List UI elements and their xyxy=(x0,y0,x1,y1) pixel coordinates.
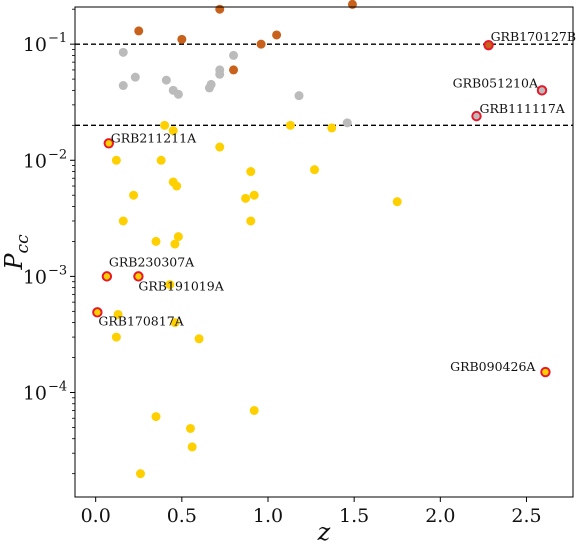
gold-point xyxy=(241,193,251,203)
gold-point xyxy=(172,181,182,191)
y-axis-label: Pcc xyxy=(0,234,33,271)
brown-point xyxy=(177,34,187,44)
gold-point xyxy=(249,405,259,415)
y-tick-label: 10 xyxy=(23,34,47,56)
gold-point xyxy=(327,123,337,133)
point-annotation: GRB111117A xyxy=(480,101,566,116)
point-annotation: GRB090426A xyxy=(450,359,536,374)
point-annotation: GRB051210A xyxy=(453,75,539,90)
gold-point xyxy=(249,190,259,200)
y-tick-label: 10 xyxy=(23,266,47,288)
gold-point xyxy=(187,442,197,452)
gold-point xyxy=(111,332,121,342)
gold-point xyxy=(246,167,256,177)
gray-point xyxy=(118,47,128,57)
highlighted-point xyxy=(471,110,482,122)
brown-point xyxy=(347,0,357,9)
x-axis-label: z xyxy=(317,518,331,546)
gold-point xyxy=(135,469,145,479)
brown-point xyxy=(272,30,282,40)
gold-point xyxy=(151,236,161,246)
y-tick-exponent: −2 xyxy=(48,147,67,162)
x-tick-label: 2.5 xyxy=(511,505,541,527)
gold-point xyxy=(173,232,183,242)
y-tick-exponent: −4 xyxy=(48,379,67,394)
y-axis-label-subscript: cc xyxy=(13,234,33,254)
gold-point xyxy=(170,318,180,328)
brown-point xyxy=(229,65,239,75)
point-annotation: GRB170127B xyxy=(491,29,577,44)
gold-point xyxy=(160,120,170,130)
gold-point xyxy=(113,309,123,319)
x-tick-label: 2.0 xyxy=(425,505,455,527)
gold-point xyxy=(165,280,175,290)
brown-point xyxy=(256,39,266,49)
x-tick-label: 1.0 xyxy=(253,505,283,527)
gold-point xyxy=(194,334,204,344)
gold-point xyxy=(118,216,128,226)
gray-point xyxy=(294,91,304,101)
highlighted-point xyxy=(540,366,551,378)
x-tick-label: 1.5 xyxy=(339,505,369,527)
gold-point xyxy=(151,412,161,422)
gray-point xyxy=(118,81,128,91)
highlighted-point xyxy=(536,85,548,96)
y-tick-label: 10 xyxy=(23,382,47,404)
gold-point xyxy=(215,142,225,152)
y-tick-label: 10 xyxy=(23,150,47,172)
gray-point xyxy=(206,79,216,89)
gold-point xyxy=(168,126,178,136)
gold-point xyxy=(170,239,180,249)
gray-point xyxy=(173,89,183,99)
gold-point xyxy=(185,423,195,433)
chart-axes: 0.0 0.5 1.0 1.5 2.0 2.510−410−310−210−1 xyxy=(23,8,542,527)
brown-point xyxy=(215,4,225,14)
chart-marks xyxy=(75,0,573,479)
gold-point xyxy=(246,216,256,226)
highlighted-point xyxy=(483,39,494,51)
plot-frame xyxy=(74,6,574,498)
x-tick-label: 0.0 xyxy=(81,505,111,527)
gold-point xyxy=(156,155,166,165)
gold-point xyxy=(129,190,139,200)
gold-point xyxy=(285,120,295,130)
gray-point xyxy=(229,50,239,60)
gray-point xyxy=(215,65,225,75)
chart-annotations: GRB170127B GRB051210A GRB111117A GRB211211A… xyxy=(98,29,576,374)
gray-point xyxy=(130,72,140,82)
point-annotation: GRB230307A xyxy=(109,254,195,269)
gold-point xyxy=(111,155,121,165)
gold-point xyxy=(392,197,402,207)
highlighted-point xyxy=(101,271,113,282)
gold-point xyxy=(310,165,320,175)
y-tick-exponent: −3 xyxy=(48,263,67,278)
gray-point xyxy=(161,75,171,85)
point-annotation: GRB211211A xyxy=(111,130,197,145)
brown-point xyxy=(134,26,144,36)
point-annotation: GRB170817A xyxy=(98,313,184,328)
highlighted-point xyxy=(92,307,103,318)
highlighted-point xyxy=(133,271,144,282)
x-tick-label: 0.5 xyxy=(167,505,197,527)
y-axis-label-base: P xyxy=(0,253,28,271)
highlighted-point xyxy=(103,138,114,149)
point-annotation: GRB191019A xyxy=(138,278,224,293)
gray-point xyxy=(342,118,352,128)
y-tick-exponent: −1 xyxy=(48,31,67,46)
